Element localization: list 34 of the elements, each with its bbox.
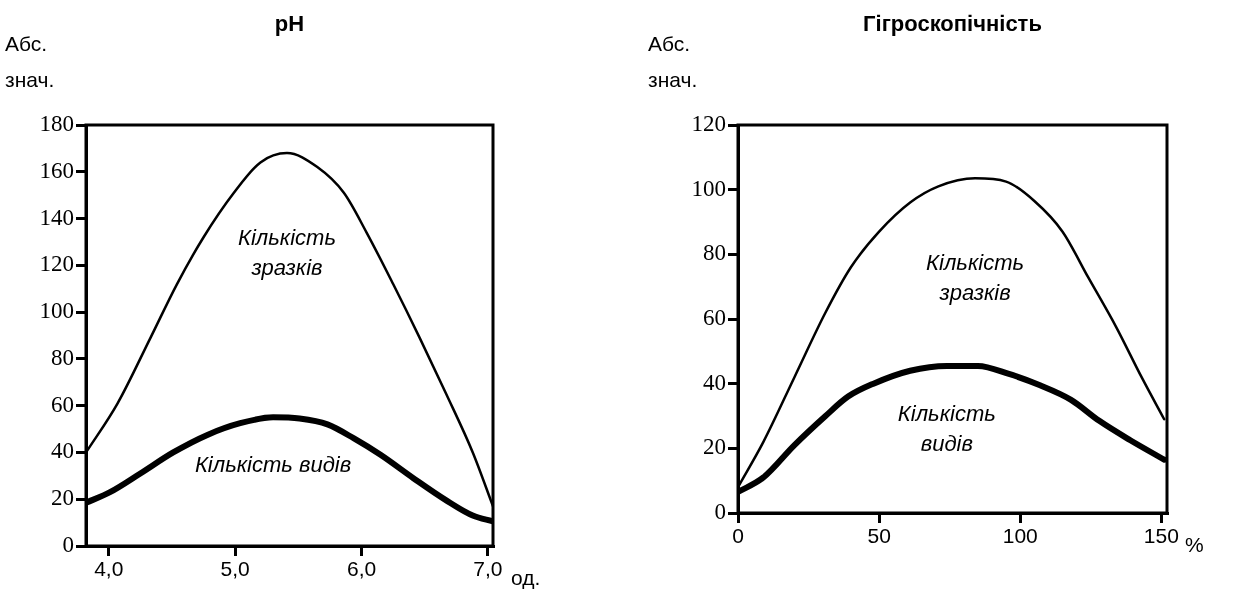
series-label: Кількість видів	[194, 452, 352, 478]
x-tick-label: 150	[1143, 524, 1179, 548]
y-axis-title: Абс. знач.	[5, 32, 55, 92]
y-tick-label: 60	[51, 391, 74, 417]
y-tick-label: 180	[39, 111, 74, 137]
chart-title: Гігроскопічність	[863, 11, 1042, 37]
y-tick-label: 120	[691, 111, 726, 137]
y-tick-label: 120	[39, 251, 74, 277]
x-tick-label: 50	[867, 524, 891, 548]
x-tick-label: 4,0	[94, 557, 124, 581]
series-label: Кількість зразків	[237, 225, 336, 281]
y-tick-label: 20	[703, 434, 726, 460]
x-tick-label: 0	[732, 524, 744, 548]
chart-title: pH	[274, 11, 305, 37]
series-label: Кількість зразків	[926, 250, 1025, 306]
y-tick-label: 20	[51, 485, 74, 511]
x-tick-label: 7,0	[473, 557, 503, 581]
y-tick-label: 40	[703, 369, 726, 395]
series-label: Кількість видів	[897, 401, 996, 457]
y-tick-label: 40	[51, 438, 74, 464]
y-tick-label: 100	[39, 298, 74, 324]
y-tick-label: 60	[703, 305, 726, 331]
y-tick-label: 140	[39, 204, 74, 230]
y-axis-title: Абс. знач.	[648, 32, 698, 92]
x-axis-title: %	[1185, 533, 1204, 557]
y-tick-label: 80	[51, 344, 74, 370]
y-tick-label: 160	[39, 157, 74, 183]
x-tick-label: 5,0	[220, 557, 250, 581]
x-tick-label: 100	[1002, 524, 1038, 548]
y-tick-label: 0	[714, 499, 726, 525]
x-axis-title: од.	[511, 566, 541, 590]
y-tick-label: 80	[703, 240, 726, 266]
y-tick-label: 100	[691, 175, 726, 201]
x-tick-label: 6,0	[346, 557, 377, 581]
